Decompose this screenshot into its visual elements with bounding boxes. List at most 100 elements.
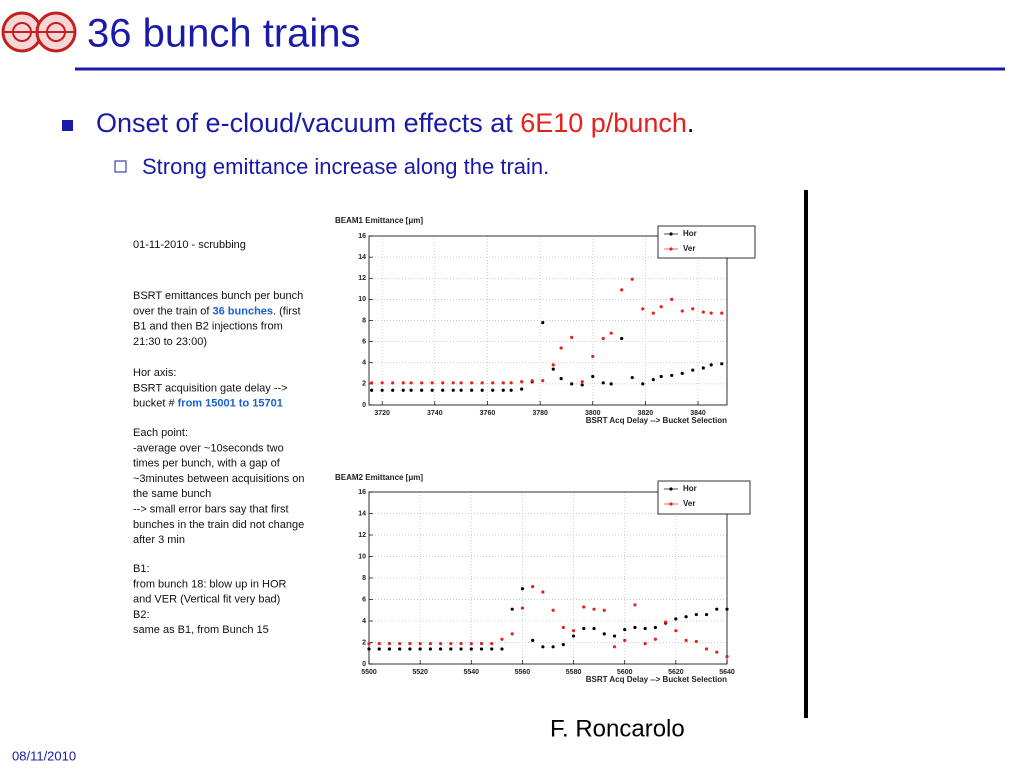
point [551,608,555,612]
point [428,641,432,646]
point [387,647,392,651]
point [470,388,474,392]
note-emphasis: from 15001 to 15701 [178,398,283,410]
point [459,388,463,392]
point [480,381,484,385]
y-tick-label: 10 [358,296,366,303]
point [570,382,574,386]
legend-label: Ver [683,244,695,253]
legend-marker [669,232,673,236]
x-tick-label: 3720 [374,410,390,417]
x-axis-label: BSRT Acq Delay --> Bucket Selection [586,675,727,684]
point [469,641,473,646]
point [470,381,474,385]
point [409,381,413,385]
point [449,647,453,651]
point [620,288,624,292]
point [715,650,719,654]
y-tick-label: 10 [358,553,366,560]
point [582,605,586,609]
point [401,381,405,385]
point [623,628,627,632]
note-line: B2: [133,609,150,621]
point [674,617,678,621]
point [409,388,413,392]
point [559,346,563,350]
bullet: Onset of e-cloud/vacuum effects at 6E10 … [96,108,694,138]
chart-title: BEAM2 Emittance [μm] [335,473,423,482]
note-line: bunches in the train did not change [133,519,304,531]
point [420,388,424,392]
point [591,354,595,359]
note-text: BSRT emittances bunch per bunch [133,290,303,302]
point [459,381,463,385]
point [500,637,504,641]
note-line: the same bunch [133,488,211,500]
y-tick-label: 12 [358,275,366,282]
x-tick-label: 5640 [719,669,735,676]
point [591,374,595,379]
note-line: 01-11-2010 - scrubbing [133,239,246,251]
note-line: BSRT emittances bunch per bunch [133,290,303,302]
notes: 01-11-2010 - scrubbing BSRT emittances bu… [133,239,305,636]
y-tick-label: 14 [358,510,366,517]
point [501,388,505,392]
point [643,626,647,631]
point [580,383,584,387]
point [601,381,605,385]
note-text: B1: [133,563,150,575]
point [694,612,698,617]
point [367,641,371,646]
point [490,641,494,646]
note-text: the same bunch [133,488,211,500]
point [530,379,534,383]
point [670,297,674,301]
point [674,629,678,633]
note-text: Hor axis: [133,367,176,379]
point [491,388,495,392]
note-line: over the train of 36 bunches. (first [133,305,301,317]
point [571,629,576,633]
note-text: 21:30 to 23:00) [133,336,207,348]
note-text: Each point: [133,427,188,439]
point [418,641,422,646]
point [609,331,613,335]
plot-frame [368,491,728,665]
x-tick-label: 5580 [566,669,582,676]
note-text: bunches in the train did not change [133,519,304,531]
note-line: Hor axis: [133,367,176,379]
point [520,380,524,384]
bullet-highlight: 6E10 p/bunch [520,108,687,138]
plot-frame [368,235,728,406]
point [659,305,663,309]
note-line: --> small error bars say that first [133,503,289,515]
point [582,626,586,631]
point [531,638,535,642]
point [701,366,705,370]
y-tick-label: 2 [362,639,366,646]
x-tick-label: 5500 [361,669,377,676]
point [623,638,627,642]
point [551,363,555,367]
point [559,376,563,381]
point [670,373,674,378]
charts: BEAM1 Emittance [μm] 0 2 4 6 8 10 12 14 16 3720 374… [335,216,756,684]
y-tick-label: 0 [362,661,366,668]
point [541,645,545,649]
point [451,388,455,392]
note-line: after 3 min [133,534,185,546]
point [601,336,605,341]
note-line: B1: [133,563,150,575]
y-tick-label: 4 [362,618,366,625]
chart-title: BEAM1 Emittance [μm] [335,216,423,225]
point [580,380,584,384]
slide-title: 36 bunch trains [87,12,361,56]
point [620,336,624,341]
point [602,608,606,612]
point [520,387,524,391]
point [377,647,381,651]
point [479,647,484,651]
legend-label: Ver [683,499,695,508]
point [391,388,395,392]
note-text: from bunch 18: blow up in HOR [133,578,287,590]
